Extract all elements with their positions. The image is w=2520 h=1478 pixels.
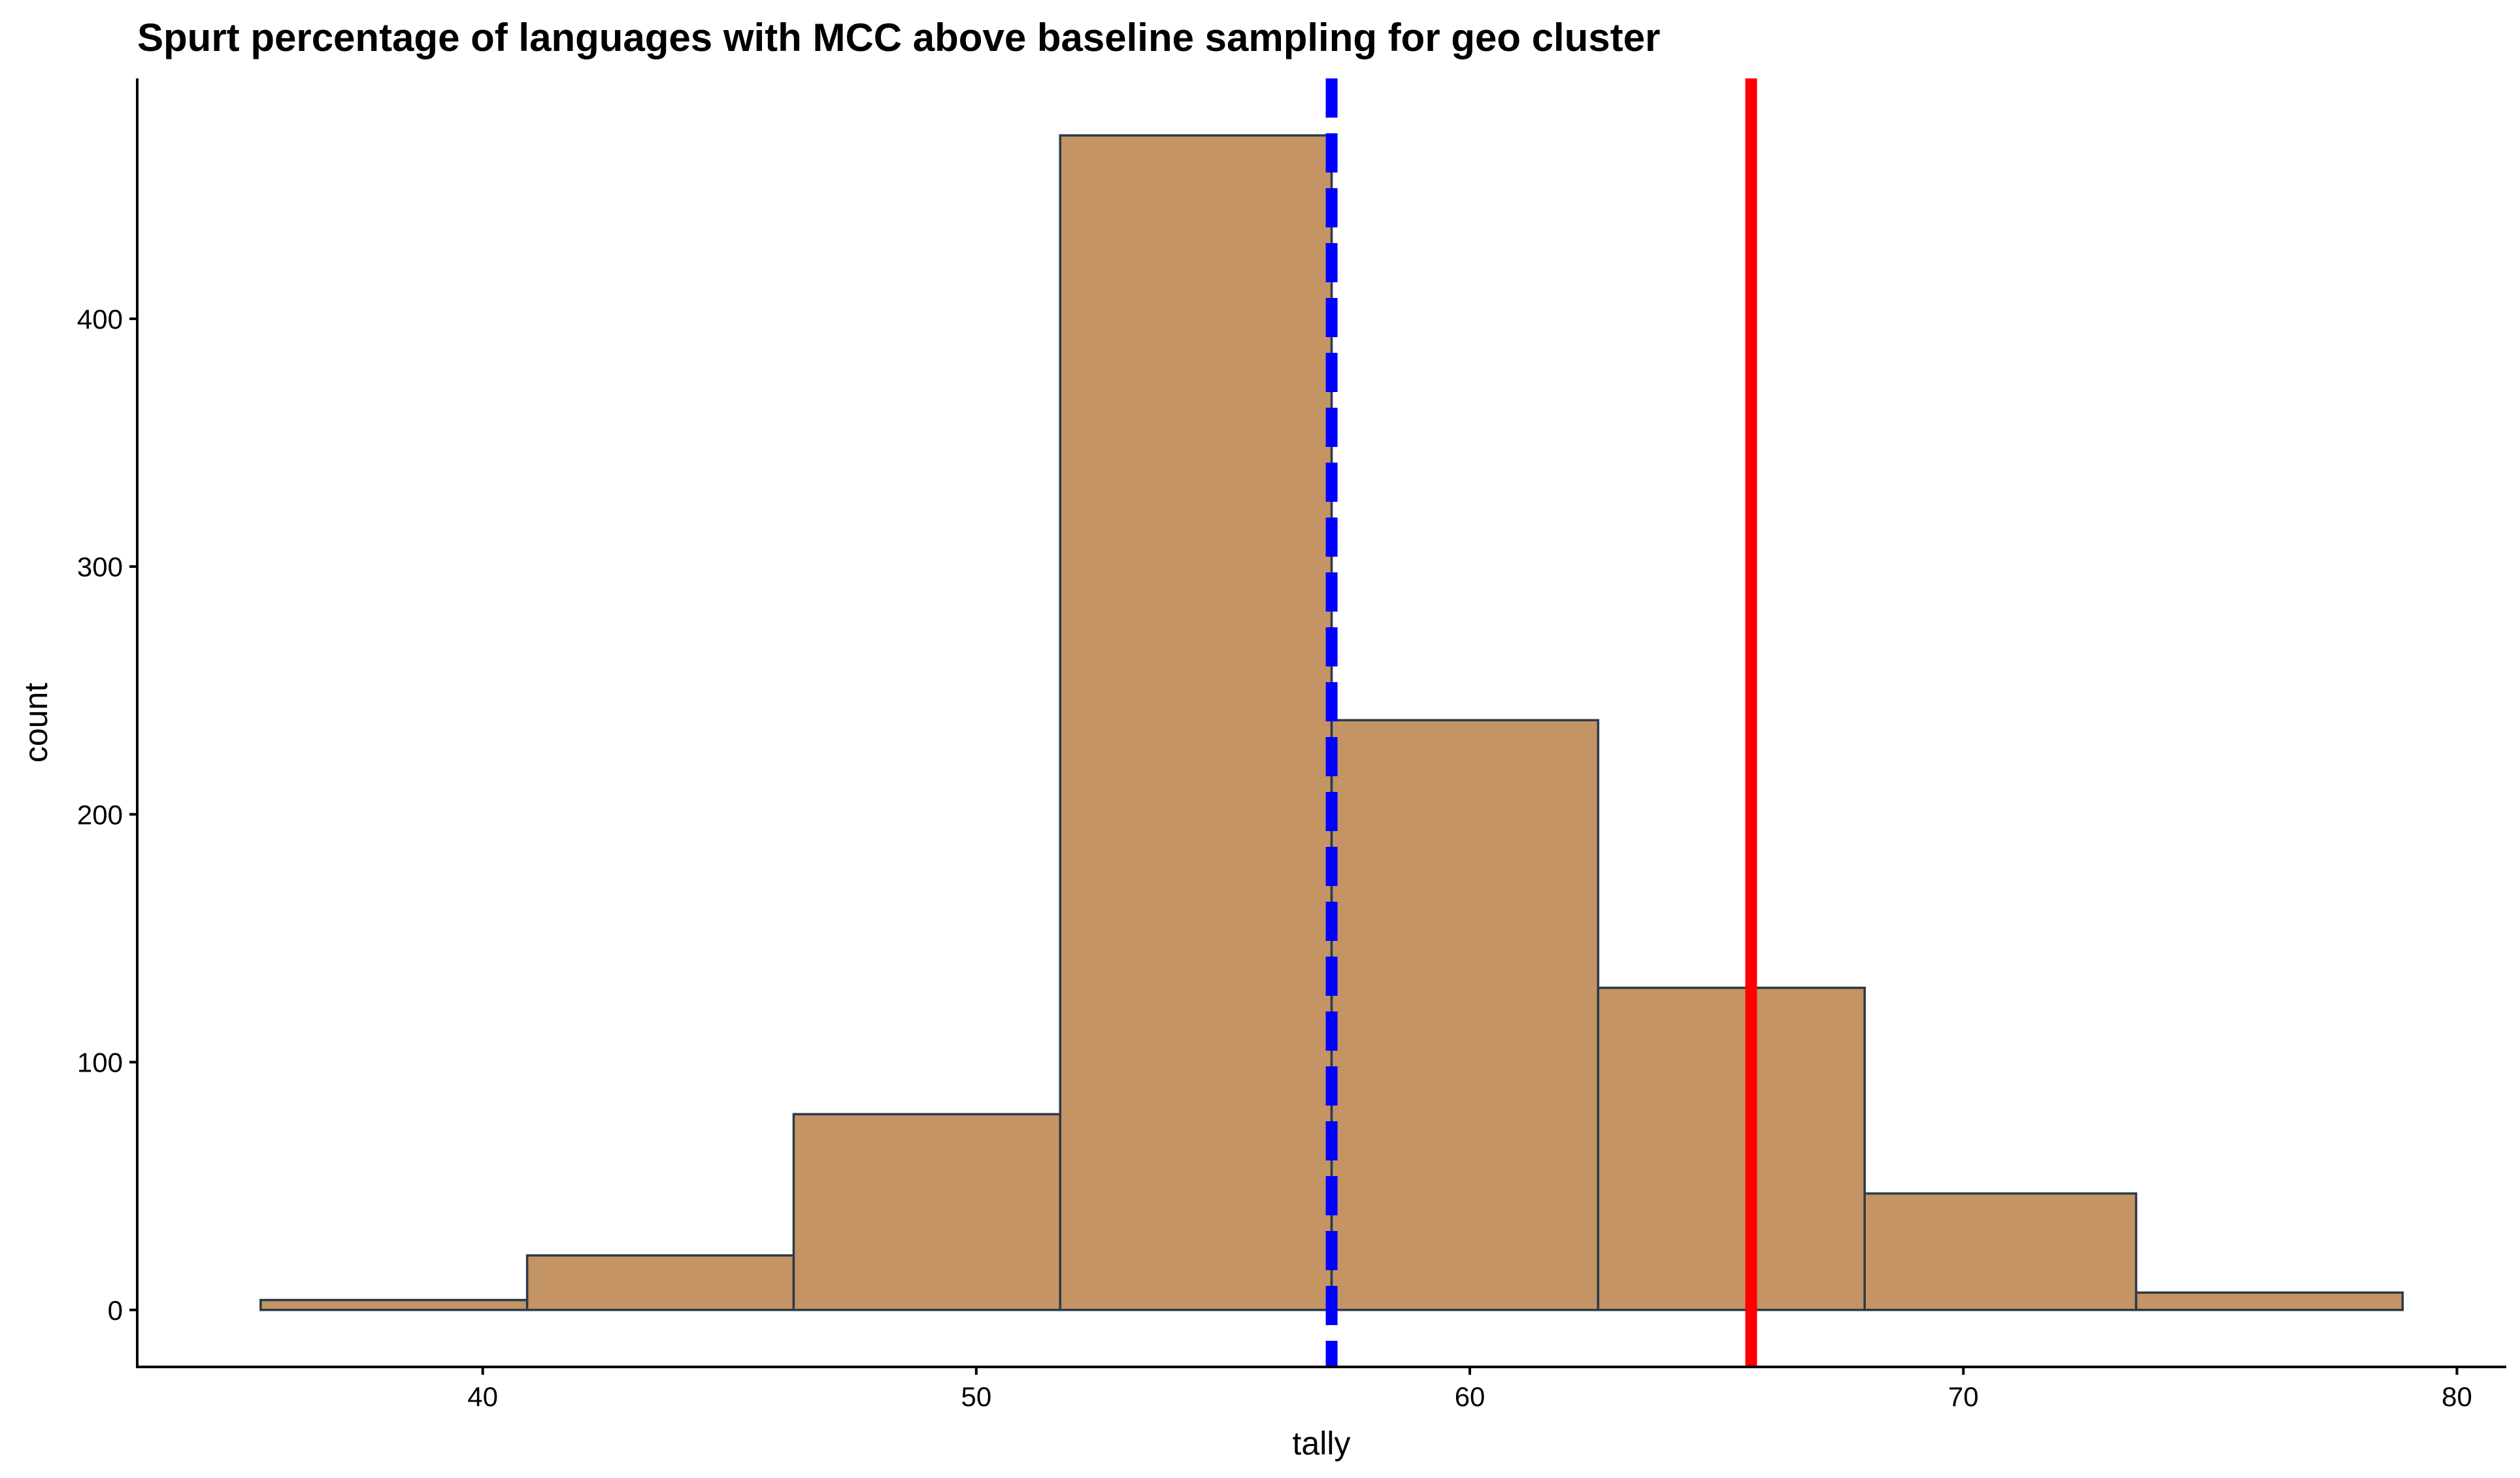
histogram-bar-3 xyxy=(792,1113,1061,1311)
y-tick-label: 100 xyxy=(77,1047,123,1078)
histogram-bar-6 xyxy=(1597,987,1866,1311)
reference-lines-layer xyxy=(1325,78,1757,1367)
histogram-bar-4 xyxy=(1059,134,1333,1311)
y-tick-label: 200 xyxy=(77,799,123,830)
x-ticks-layer: 40 50 60 70 80 xyxy=(467,1367,2472,1412)
y-axis-title: count xyxy=(18,683,54,763)
histogram-bar-1 xyxy=(259,1298,529,1311)
bars-layer xyxy=(259,134,2404,1311)
x-tick-label: 40 xyxy=(467,1381,498,1412)
x-tick-label: 50 xyxy=(961,1381,991,1412)
y-ticks-layer: 0 100 200 300 400 xyxy=(77,304,137,1326)
y-tick-label: 300 xyxy=(77,551,123,582)
chart-title: Spurt percentage of languages with MCC a… xyxy=(137,16,1660,59)
histogram-bar-8 xyxy=(2134,1291,2404,1311)
y-tick-label: 400 xyxy=(77,304,123,335)
x-tick-label: 60 xyxy=(1455,1381,1485,1412)
x-tick-label: 70 xyxy=(1948,1381,1979,1412)
x-axis-title: tally xyxy=(1293,1425,1351,1462)
histogram-bar-2 xyxy=(525,1254,795,1311)
x-tick-label: 80 xyxy=(2442,1381,2472,1412)
histogram-bar-5 xyxy=(1330,719,1600,1311)
y-tick-label: 0 xyxy=(108,1295,123,1326)
histogram-bar-7 xyxy=(1863,1192,2138,1311)
